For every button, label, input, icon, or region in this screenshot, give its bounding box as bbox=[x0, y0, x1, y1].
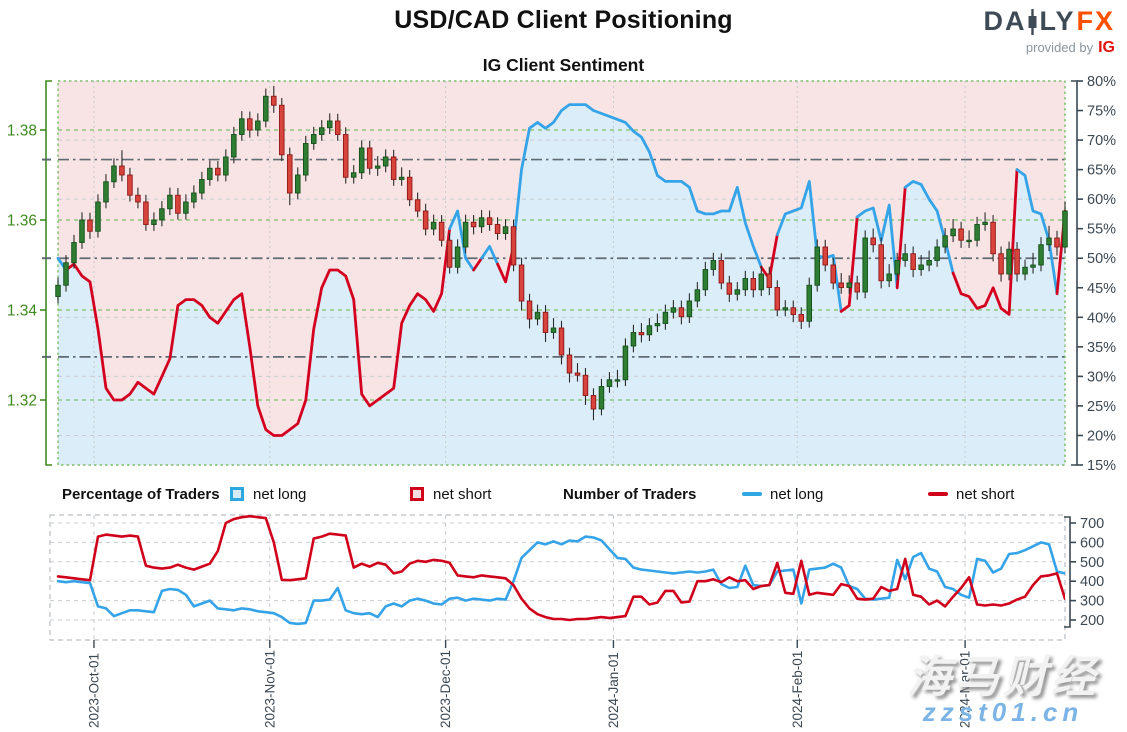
main-chart-canvas: 1.38 1.36 1.34 1.32 80% 75% 70% 65% 60% 55% 50% 45%… bbox=[7, 74, 1116, 470]
svg-text:80%: 80% bbox=[1087, 74, 1116, 90]
ig-logo: IG bbox=[1098, 39, 1115, 56]
legend-number-title: Number of Traders bbox=[563, 485, 697, 503]
net-long-swatch-icon bbox=[230, 487, 244, 501]
svg-text:700: 700 bbox=[1080, 516, 1104, 532]
legend-percentage-title: Percentage of Traders bbox=[62, 485, 220, 503]
svg-text:75%: 75% bbox=[1087, 104, 1116, 120]
svg-text:2024-Feb-01: 2024-Feb-01 bbox=[790, 651, 805, 728]
logo-provided-by: provided by bbox=[1025, 40, 1094, 55]
svg-text:1.32: 1.32 bbox=[7, 393, 37, 410]
traders-line-net-short bbox=[56, 515, 1065, 622]
chart-subtitle: IG Client Sentiment bbox=[482, 55, 645, 75]
watermark-text: 海马财经 bbox=[907, 653, 1099, 702]
svg-text:1.34: 1.34 bbox=[7, 303, 38, 320]
count-axis: 700 600 500 400 300 200 bbox=[1064, 516, 1104, 629]
svg-text:60%: 60% bbox=[1087, 192, 1116, 208]
logo-text-fx: FX bbox=[1076, 6, 1115, 36]
net-long-line-icon bbox=[742, 492, 762, 496]
percent-axis: 80% 75% 70% 65% 60% 55% 50% 45% 40% 35% 30% 25% 20% 1… bbox=[1071, 74, 1116, 470]
svg-text:30%: 30% bbox=[1087, 369, 1116, 385]
svg-text:1.36: 1.36 bbox=[7, 213, 37, 230]
svg-text:65%: 65% bbox=[1087, 163, 1116, 179]
legend-net-short-pct: net short bbox=[433, 485, 492, 503]
svg-text:2023-Dec-01: 2023-Dec-01 bbox=[438, 650, 453, 728]
svg-text:1.38: 1.38 bbox=[7, 123, 37, 140]
chart-legend: Percentage of Traders net long net short… bbox=[0, 481, 1127, 507]
traders-grid bbox=[49, 514, 1066, 648]
svg-text:40%: 40% bbox=[1087, 310, 1116, 326]
price-axis: 1.38 1.36 1.34 1.32 bbox=[7, 80, 52, 466]
net-short-line-icon bbox=[928, 492, 948, 496]
svg-text:20%: 20% bbox=[1087, 428, 1116, 444]
logo-text-ly: LY bbox=[1039, 6, 1076, 36]
svg-text:50%: 50% bbox=[1087, 251, 1116, 267]
date-axis-labels: 2023-Oct-01 2023-Nov-01 2023-Dec-01 2024-Ja… bbox=[86, 650, 972, 728]
watermark-url: zzst01.cn bbox=[922, 697, 1084, 727]
svg-text:15%: 15% bbox=[1087, 458, 1116, 470]
svg-text:70%: 70% bbox=[1087, 133, 1116, 149]
traders-chart-canvas: 700 600 500 400 300 200 2023-Oct-01 2023-Nov-01… bbox=[49, 514, 1104, 728]
svg-text:600: 600 bbox=[1080, 535, 1104, 551]
svg-text:300: 300 bbox=[1080, 594, 1104, 610]
svg-text:35%: 35% bbox=[1087, 340, 1116, 356]
legend-net-long-pct: net long bbox=[253, 485, 307, 503]
legend-net-long-count: net long bbox=[770, 485, 824, 503]
svg-text:2024-Jan-01: 2024-Jan-01 bbox=[606, 652, 621, 728]
net-short-swatch-icon bbox=[410, 487, 424, 501]
svg-text:200: 200 bbox=[1080, 613, 1104, 629]
dailyfx-logo: DA LY FX provided by IG bbox=[983, 8, 1115, 56]
svg-text:2023-Nov-01: 2023-Nov-01 bbox=[262, 650, 277, 728]
traders-line-net-long bbox=[56, 535, 1065, 626]
svg-text:25%: 25% bbox=[1087, 399, 1116, 415]
svg-text:500: 500 bbox=[1080, 555, 1104, 571]
svg-text:2023-Oct-01: 2023-Oct-01 bbox=[86, 653, 101, 728]
page-title: USD/CAD Client Positioning bbox=[394, 6, 733, 34]
traders-series bbox=[56, 515, 1065, 626]
svg-text:45%: 45% bbox=[1087, 281, 1116, 297]
svg-text:400: 400 bbox=[1080, 574, 1104, 590]
svg-text:55%: 55% bbox=[1087, 222, 1116, 238]
logo-text-da: DA bbox=[983, 6, 1027, 36]
candlesticks bbox=[55, 85, 1068, 421]
candlestick-icon bbox=[1028, 8, 1037, 35]
svg-text:2024-Mar-01: 2024-Mar-01 bbox=[958, 651, 973, 728]
sentiment-fills bbox=[58, 81, 1065, 465]
legend-net-short-count: net short bbox=[956, 485, 1015, 503]
